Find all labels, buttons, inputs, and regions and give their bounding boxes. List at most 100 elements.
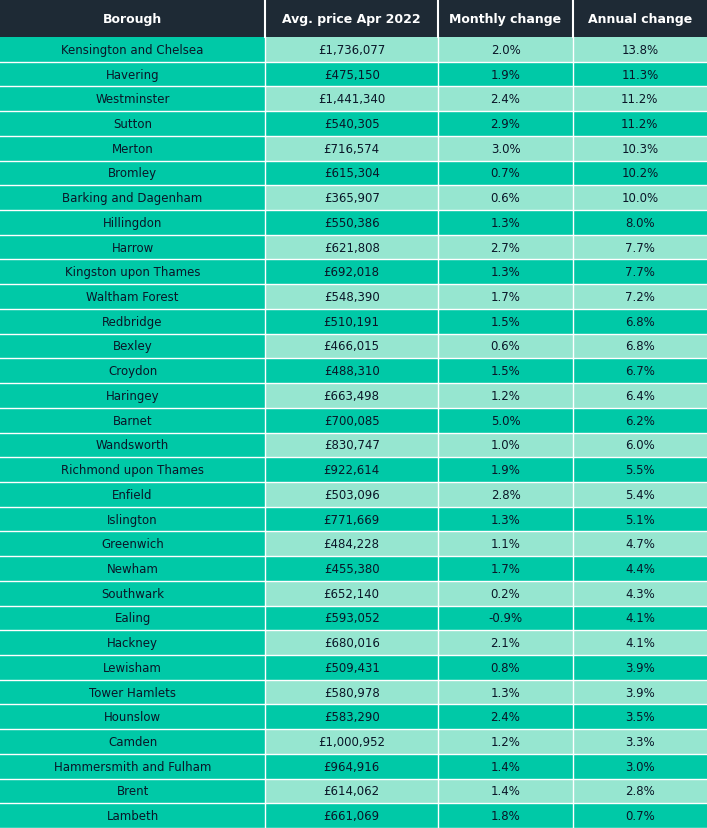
Bar xyxy=(438,161,573,186)
Bar xyxy=(265,483,438,507)
Text: £540,305: £540,305 xyxy=(324,118,380,131)
Text: 5.4%: 5.4% xyxy=(625,489,655,501)
Text: Southwark: Southwark xyxy=(101,587,164,600)
Text: 8.0%: 8.0% xyxy=(625,217,655,229)
Bar xyxy=(265,335,438,359)
Text: Monthly change: Monthly change xyxy=(450,12,561,26)
Bar xyxy=(265,87,438,112)
Text: £1,441,340: £1,441,340 xyxy=(318,94,385,106)
Text: £1,736,077: £1,736,077 xyxy=(318,44,385,57)
Bar xyxy=(438,235,573,260)
Bar xyxy=(0,483,265,507)
Text: £771,669: £771,669 xyxy=(324,513,380,526)
Bar xyxy=(265,383,438,408)
Text: 5.0%: 5.0% xyxy=(491,414,520,427)
Bar xyxy=(438,383,573,408)
Bar xyxy=(265,310,438,335)
Bar xyxy=(265,235,438,260)
Bar xyxy=(265,680,438,705)
Text: 1.4%: 1.4% xyxy=(491,760,520,773)
Bar xyxy=(438,186,573,211)
Text: 2.0%: 2.0% xyxy=(491,44,520,57)
Text: Barking and Dagenham: Barking and Dagenham xyxy=(62,192,203,205)
Text: 3.9%: 3.9% xyxy=(625,661,655,674)
Bar xyxy=(0,458,265,483)
Text: £1,000,952: £1,000,952 xyxy=(318,735,385,748)
Text: £475,150: £475,150 xyxy=(324,69,380,81)
Text: 5.5%: 5.5% xyxy=(625,464,655,476)
Text: £614,062: £614,062 xyxy=(324,784,380,797)
Bar xyxy=(0,335,265,359)
Text: 0.6%: 0.6% xyxy=(491,340,520,353)
Bar xyxy=(265,655,438,680)
Bar xyxy=(265,581,438,606)
Text: 4.7%: 4.7% xyxy=(625,537,655,551)
Text: Newham: Newham xyxy=(107,562,158,575)
Text: Kensington and Chelsea: Kensington and Chelsea xyxy=(62,44,204,57)
Text: 10.2%: 10.2% xyxy=(621,167,658,181)
Bar xyxy=(438,803,573,828)
Text: 6.2%: 6.2% xyxy=(625,414,655,427)
Text: £716,574: £716,574 xyxy=(324,142,380,156)
Text: Redbridge: Redbridge xyxy=(103,315,163,329)
Text: Richmond upon Thames: Richmond upon Thames xyxy=(61,464,204,476)
Text: Avg. price Apr 2022: Avg. price Apr 2022 xyxy=(282,12,421,26)
Text: 1.9%: 1.9% xyxy=(491,464,520,476)
Text: 1.2%: 1.2% xyxy=(491,389,520,402)
Bar xyxy=(438,310,573,335)
Text: Hounslow: Hounslow xyxy=(104,710,161,724)
Bar xyxy=(0,87,265,112)
Text: 2.8%: 2.8% xyxy=(625,784,655,797)
Text: Hammersmith and Fulham: Hammersmith and Fulham xyxy=(54,760,211,773)
Bar xyxy=(0,137,265,161)
Text: 1.0%: 1.0% xyxy=(491,439,520,452)
Bar xyxy=(438,359,573,383)
Bar xyxy=(438,335,573,359)
Bar xyxy=(265,630,438,655)
Text: 7.7%: 7.7% xyxy=(625,266,655,279)
Text: 1.7%: 1.7% xyxy=(491,562,520,575)
Text: Kingston upon Thames: Kingston upon Thames xyxy=(65,266,200,279)
Text: 4.1%: 4.1% xyxy=(625,637,655,649)
Text: Wandsworth: Wandsworth xyxy=(96,439,169,452)
Bar xyxy=(438,680,573,705)
Bar xyxy=(573,359,707,383)
Text: £692,018: £692,018 xyxy=(324,266,380,279)
Bar xyxy=(0,507,265,532)
Text: £663,498: £663,498 xyxy=(324,389,380,402)
Bar xyxy=(0,186,265,211)
Bar xyxy=(573,655,707,680)
Text: £661,069: £661,069 xyxy=(324,809,380,822)
Bar xyxy=(438,754,573,778)
Bar xyxy=(265,112,438,137)
Text: 4.1%: 4.1% xyxy=(625,612,655,624)
Bar xyxy=(265,556,438,581)
Bar xyxy=(573,606,707,630)
Bar xyxy=(573,310,707,335)
Bar xyxy=(438,211,573,235)
Bar xyxy=(573,137,707,161)
Bar xyxy=(0,729,265,754)
Bar xyxy=(265,729,438,754)
Bar xyxy=(438,408,573,433)
Bar xyxy=(0,532,265,556)
Text: 10.0%: 10.0% xyxy=(621,192,658,205)
Bar xyxy=(265,754,438,778)
Text: Tower Hamlets: Tower Hamlets xyxy=(89,686,176,699)
Text: 2.4%: 2.4% xyxy=(491,710,520,724)
Bar xyxy=(265,507,438,532)
Text: Havering: Havering xyxy=(106,69,159,81)
Bar xyxy=(438,630,573,655)
Text: 3.0%: 3.0% xyxy=(625,760,655,773)
Text: Merton: Merton xyxy=(112,142,153,156)
Bar xyxy=(265,705,438,729)
Bar xyxy=(438,63,573,87)
Bar xyxy=(265,260,438,285)
Text: £922,614: £922,614 xyxy=(324,464,380,476)
Bar xyxy=(0,705,265,729)
Text: 1.9%: 1.9% xyxy=(491,69,520,81)
Bar xyxy=(573,729,707,754)
Bar xyxy=(573,630,707,655)
Text: 2.1%: 2.1% xyxy=(491,637,520,649)
Text: 1.2%: 1.2% xyxy=(491,735,520,748)
